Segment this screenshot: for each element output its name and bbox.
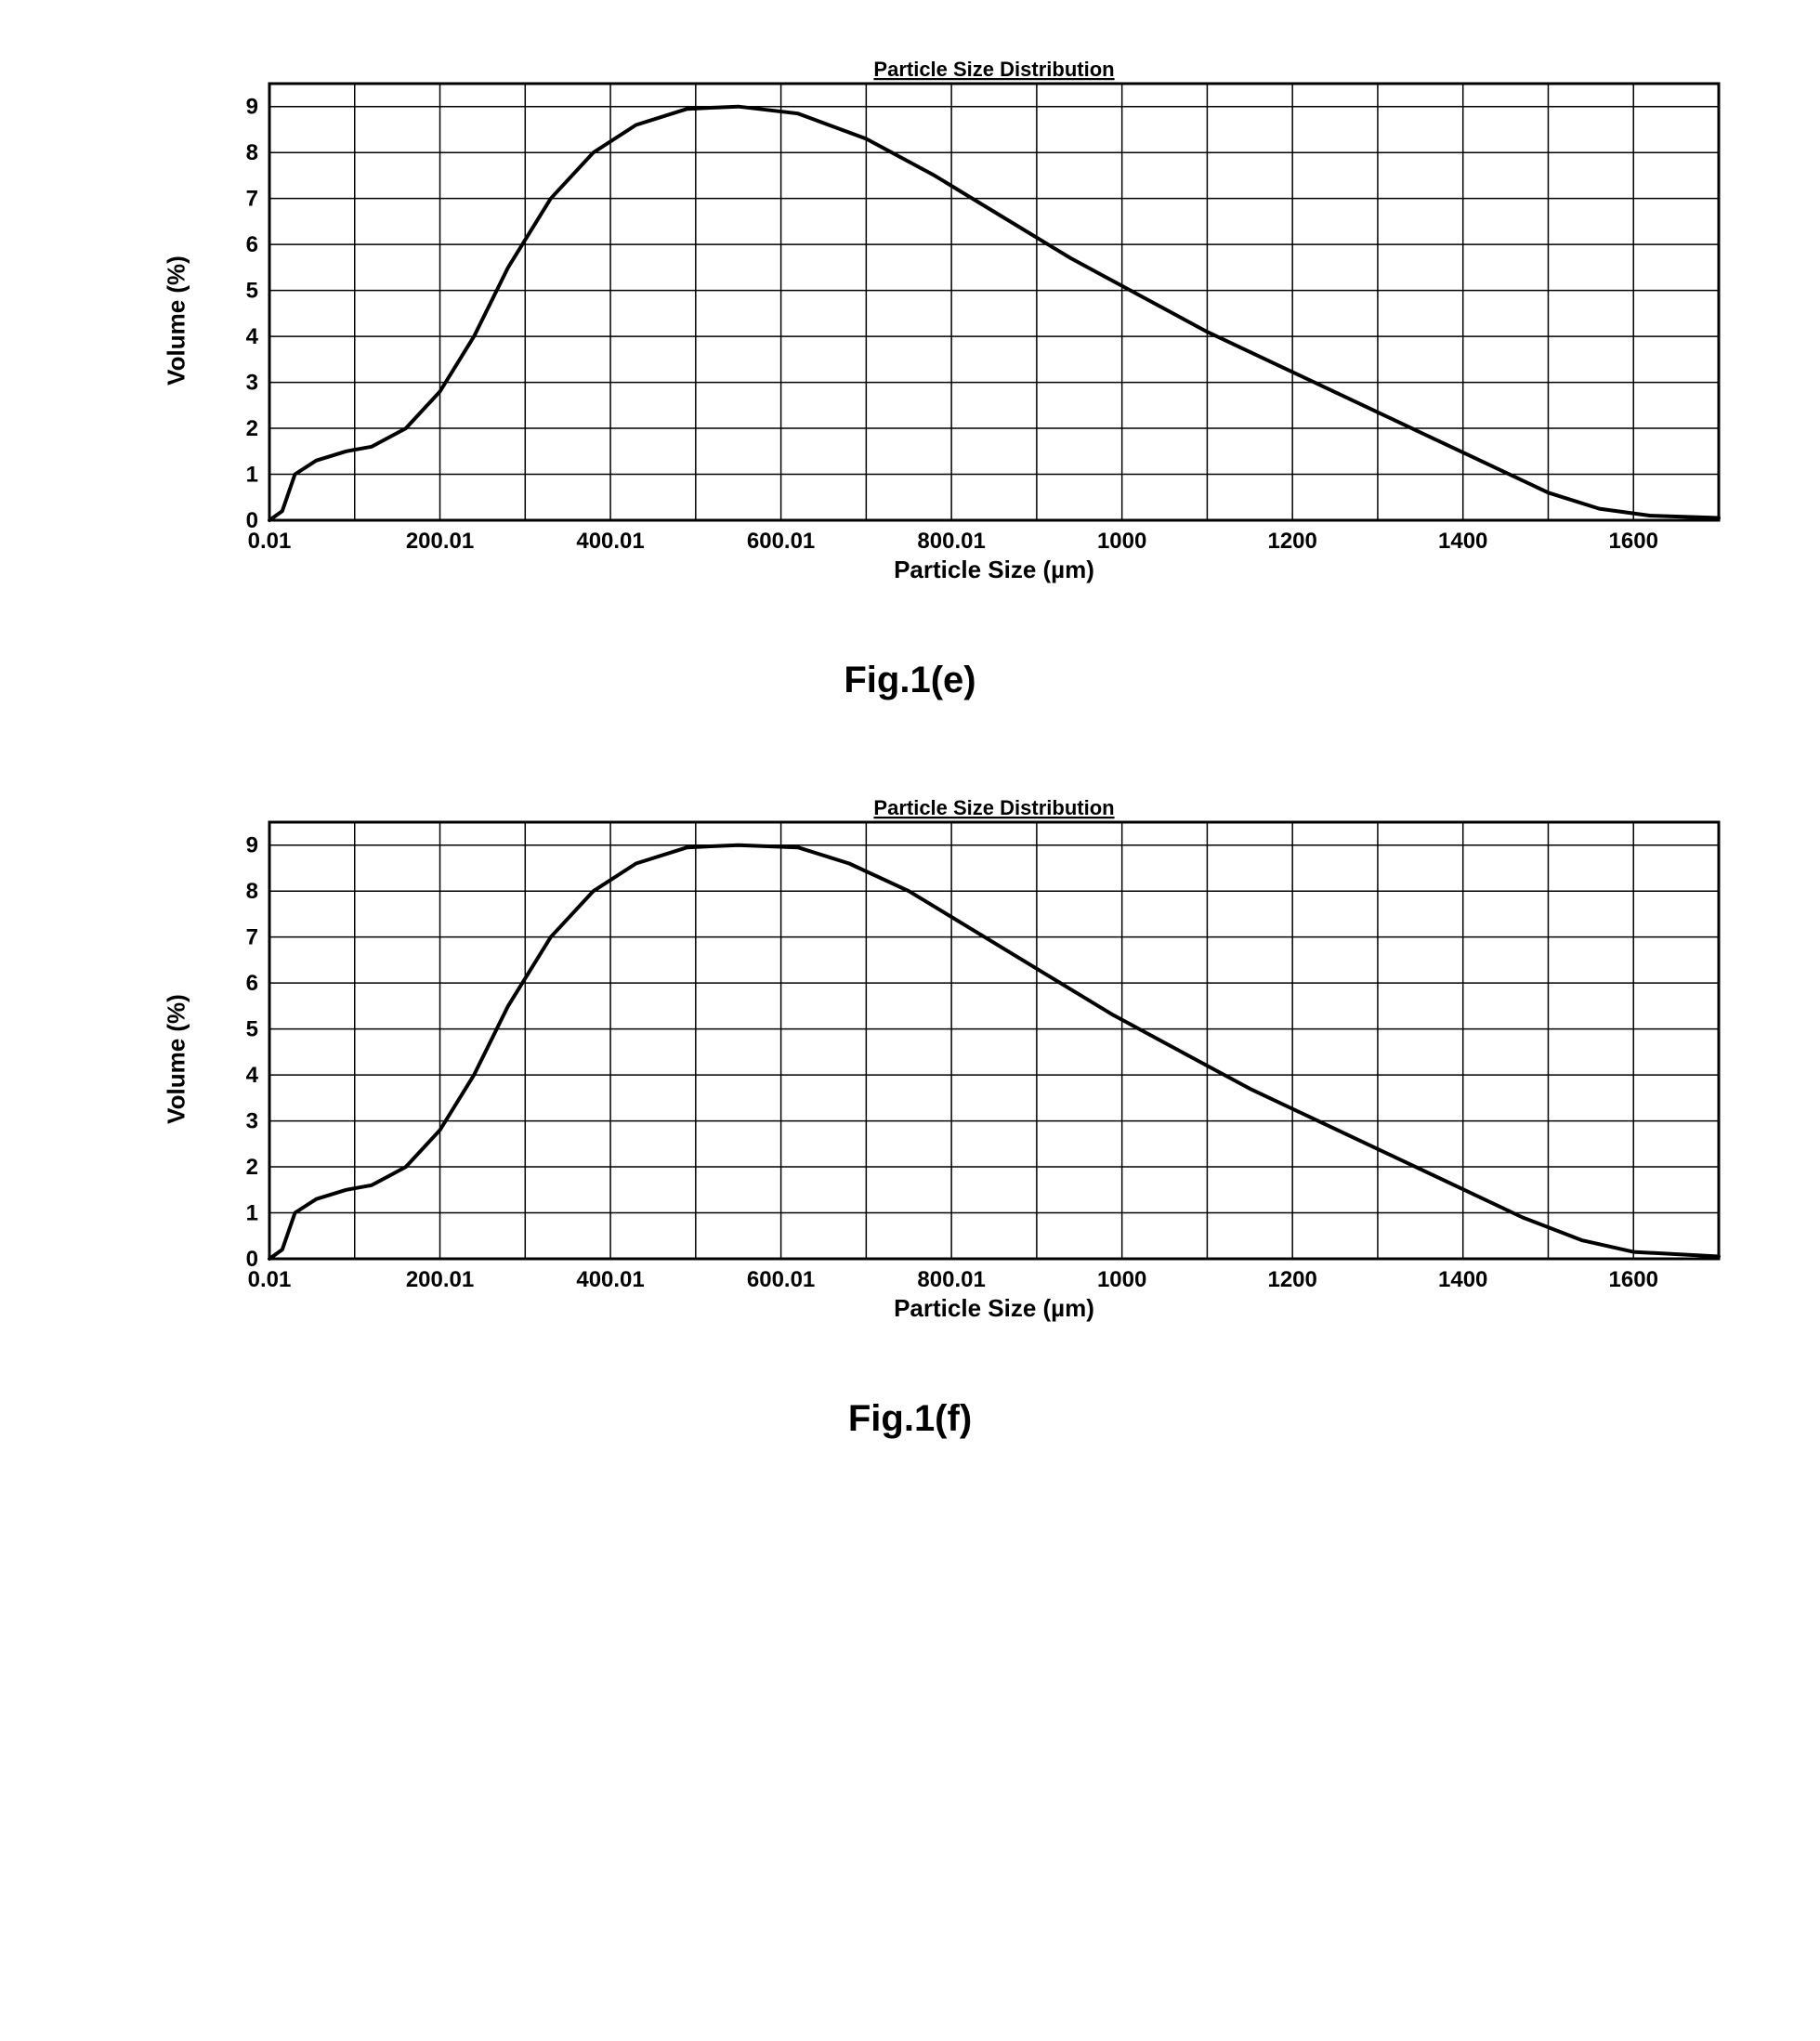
x-tick-label: 200.01 [405, 529, 473, 554]
x-tick-label: 1000 [1096, 529, 1146, 554]
y-axis-label: Volume (%) [162, 994, 190, 1124]
y-tick-label: 0 [245, 508, 257, 533]
x-tick-label: 1600 [1608, 529, 1657, 554]
x-tick-label: 1200 [1267, 1267, 1316, 1292]
x-tick-label: 600.01 [746, 529, 814, 554]
plot-background [269, 822, 1719, 1259]
x-tick-label: 1000 [1096, 1267, 1146, 1292]
x-tick-label: 600.01 [746, 1267, 814, 1292]
x-tick-label: 800.01 [917, 529, 985, 554]
y-tick-label: 8 [245, 879, 257, 904]
y-tick-label: 6 [245, 232, 257, 257]
figure-container-chart-f: Volume (%) Particle Size Distribution0.0… [74, 794, 1747, 1440]
x-tick-label: 400.01 [576, 529, 644, 554]
y-tick-label: 9 [245, 95, 257, 120]
chart-wrapper: Volume (%) Particle Size Distribution0.0… [223, 794, 1747, 1324]
y-tick-label: 2 [245, 1155, 257, 1180]
x-tick-label: 400.01 [576, 1267, 644, 1292]
x-tick-label: 800.01 [917, 1267, 985, 1292]
chart-svg: Particle Size Distribution0.01200.01400.… [223, 56, 1728, 585]
x-axis-label: Particle Size (µm) [894, 1294, 1094, 1322]
x-tick-label: 1200 [1267, 529, 1316, 554]
chart-title: Particle Size Distribution [873, 58, 1114, 81]
y-tick-label: 2 [245, 416, 257, 441]
y-tick-label: 1 [245, 1201, 257, 1226]
figure-caption: Fig.1(f) [74, 1398, 1747, 1440]
plot-background [269, 84, 1719, 520]
y-tick-label: 9 [245, 833, 257, 858]
y-tick-label: 3 [245, 1109, 257, 1134]
chart-title: Particle Size Distribution [873, 796, 1114, 819]
figure-caption: Fig.1(e) [74, 660, 1747, 701]
x-tick-label: 1600 [1608, 1267, 1657, 1292]
chart-svg: Particle Size Distribution0.01200.01400.… [223, 794, 1728, 1324]
x-axis-label: Particle Size (µm) [894, 556, 1094, 583]
x-tick-label: 200.01 [405, 1267, 473, 1292]
y-tick-label: 7 [245, 187, 257, 212]
chart-wrapper: Volume (%) Particle Size Distribution0.0… [223, 56, 1747, 585]
y-tick-label: 5 [245, 1017, 257, 1042]
y-tick-label: 3 [245, 371, 257, 396]
y-tick-label: 0 [245, 1247, 257, 1272]
y-tick-label: 8 [245, 140, 257, 165]
y-tick-label: 4 [245, 1063, 258, 1088]
y-tick-label: 4 [245, 324, 258, 349]
y-tick-label: 1 [245, 463, 257, 488]
y-tick-label: 7 [245, 925, 257, 950]
figure-container-chart-e: Volume (%) Particle Size Distribution0.0… [74, 56, 1747, 701]
x-tick-label: 1400 [1438, 529, 1487, 554]
y-tick-label: 5 [245, 279, 257, 304]
y-tick-label: 6 [245, 971, 257, 996]
x-tick-label: 1400 [1438, 1267, 1487, 1292]
y-axis-label: Volume (%) [162, 255, 190, 386]
